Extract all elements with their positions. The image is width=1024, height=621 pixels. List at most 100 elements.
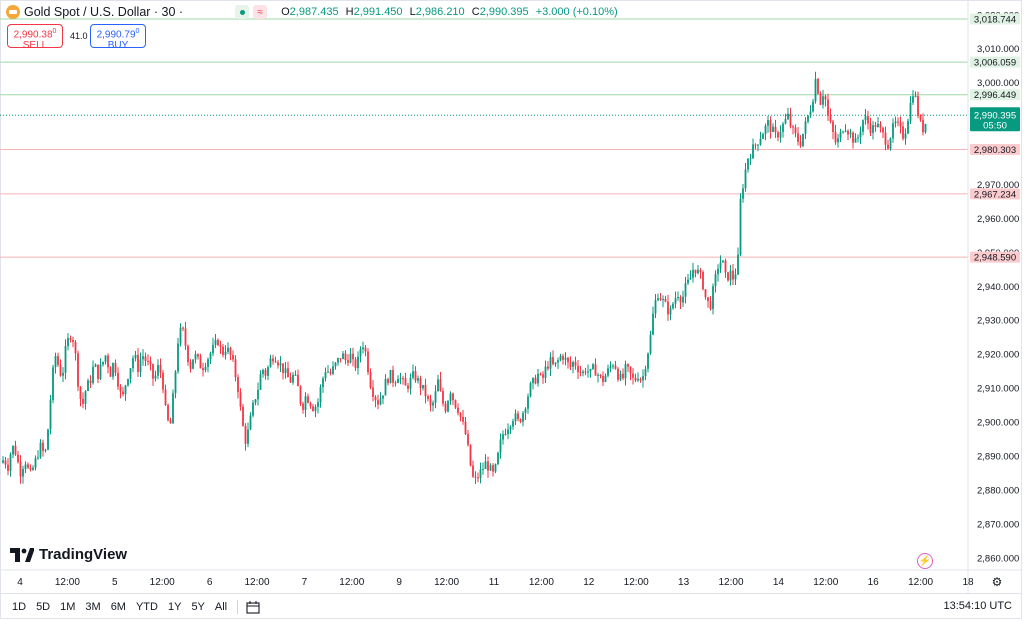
candle-body <box>234 359 237 378</box>
candle <box>414 366 417 383</box>
candle <box>502 430 504 445</box>
candle <box>189 359 192 373</box>
date-range-calendar-icon[interactable] <box>246 600 260 614</box>
candle-body <box>632 373 634 378</box>
candle <box>332 361 334 376</box>
candle <box>69 335 72 343</box>
candle <box>797 127 799 146</box>
candle-body <box>74 342 77 354</box>
candle <box>827 93 829 121</box>
candle-body <box>574 361 577 366</box>
y-tick-label: 3,010.000 <box>977 44 1019 55</box>
candle <box>894 116 897 128</box>
candle <box>874 121 877 132</box>
resistance-price-tag[interactable]: 3,006.059 <box>970 56 1020 69</box>
support-price-tag[interactable]: 2,948.590 <box>970 251 1020 264</box>
candle <box>819 91 822 106</box>
candle-body <box>672 303 674 309</box>
candle <box>429 394 432 412</box>
tradingview-watermark[interactable]: TradingView <box>10 546 127 563</box>
candle <box>319 384 322 408</box>
current-price-text: 2,990.395 <box>974 110 1016 121</box>
support-price-tag[interactable]: 2,967.234 <box>970 188 1020 200</box>
candle <box>642 369 644 388</box>
candle-body <box>767 120 769 126</box>
candle-body <box>507 429 509 435</box>
candle <box>772 123 774 133</box>
range-1d[interactable]: 1D <box>12 601 27 613</box>
candle <box>554 362 557 367</box>
candle <box>862 119 864 136</box>
candle <box>817 77 819 95</box>
candle <box>777 130 779 142</box>
range-3m[interactable]: 3M <box>85 601 101 613</box>
candle-body <box>687 279 689 284</box>
candle-body <box>417 378 419 381</box>
resistance-price-tag[interactable]: 3,018.744 <box>970 13 1020 26</box>
symbol-title[interactable]: Gold Spot / U.S. Dollar · 30 · <box>24 5 184 19</box>
candle <box>509 425 512 435</box>
candle-body <box>652 313 654 335</box>
data-delay-icon[interactable]: ≈ <box>253 5 268 19</box>
candle <box>194 350 197 364</box>
candle <box>612 363 614 370</box>
resistance-price-tag[interactable]: 2,996.449 <box>970 89 1020 101</box>
lightning-icon[interactable]: ⚡ <box>917 553 933 569</box>
candle <box>419 375 422 396</box>
candle-body <box>134 354 137 359</box>
candle-body <box>177 343 179 372</box>
candle <box>527 393 529 414</box>
candle-body <box>739 198 742 255</box>
candle <box>362 341 364 354</box>
candle-body <box>429 398 432 406</box>
range-ytd[interactable]: YTD <box>135 601 158 613</box>
candle <box>292 372 294 385</box>
utc-clock[interactable]: 13:54:10 UTC <box>943 600 1012 612</box>
candle <box>584 367 587 376</box>
candle-body <box>209 353 212 360</box>
y-tick-label: 2,960.000 <box>977 214 1019 225</box>
candle-body <box>367 351 369 373</box>
range-6m[interactable]: 6M <box>110 601 126 613</box>
candle-body <box>454 400 457 408</box>
settings-gear-icon[interactable]: ⚙ <box>991 575 1003 589</box>
range-1y[interactable]: 1Y <box>167 601 182 613</box>
range-5y[interactable]: 5Y <box>191 601 205 613</box>
candle-body <box>797 133 799 142</box>
range-all[interactable]: All <box>214 601 228 613</box>
candle <box>912 90 914 105</box>
candle-body <box>354 359 357 369</box>
candle <box>697 265 699 275</box>
x-tick-label: 12:00 <box>718 577 743 588</box>
candle <box>822 89 824 109</box>
candle-body <box>772 126 774 132</box>
candle-body <box>154 375 157 379</box>
candle <box>299 385 302 407</box>
candle <box>74 340 77 361</box>
candle-body <box>267 367 269 376</box>
buy-button[interactable]: 2,990.790 BUY <box>90 24 146 51</box>
candle-body <box>667 301 669 315</box>
candle-body <box>97 364 99 380</box>
candle <box>769 116 772 139</box>
candle <box>354 357 357 372</box>
candle-body <box>872 125 874 133</box>
candle-body <box>402 378 404 380</box>
candle <box>14 440 17 456</box>
candle-body <box>107 355 109 368</box>
candle <box>329 368 332 376</box>
candle-body <box>764 125 767 135</box>
range-5d[interactable]: 5D <box>36 601 51 613</box>
sell-button[interactable]: 2,990.380 SELL <box>7 24 63 51</box>
candle-body <box>519 419 522 422</box>
range-1m[interactable]: 1M <box>60 601 76 613</box>
market-open-indicator-icon[interactable] <box>235 5 250 19</box>
candle <box>314 404 317 418</box>
candle-body <box>522 412 524 422</box>
candle <box>464 417 467 436</box>
support-price-tag[interactable]: 2,980.303 <box>970 144 1020 156</box>
candle <box>857 134 859 143</box>
candle <box>854 133 857 143</box>
